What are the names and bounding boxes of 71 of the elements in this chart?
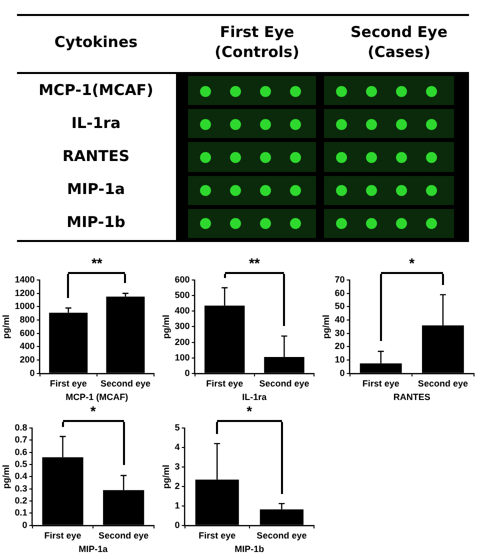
- x-tick-label: First eye: [362, 378, 400, 388]
- y-axis-title: pg/ml: [160, 314, 171, 339]
- y-tick-label: 0: [22, 520, 28, 530]
- y-tick-label: 50: [334, 301, 345, 312]
- y-tick-label: 1400: [14, 274, 35, 284]
- text: **: [248, 255, 261, 271]
- y-axis-title: pg/ml: [0, 314, 11, 339]
- y-tick-label: 600: [20, 328, 35, 338]
- text: First Eye (Controls): [214, 22, 300, 62]
- y-tick-label: 1000: [14, 301, 35, 312]
- x-tick-label: First eye: [44, 530, 82, 540]
- y-tick-label: 0: [340, 368, 345, 378]
- text: MIP-1a: [66, 180, 126, 198]
- y-axis-title: pg/ml: [0, 464, 11, 489]
- y-tick-label: 70: [334, 274, 345, 284]
- y-tick-label: 30: [334, 328, 345, 338]
- y-tick-label: 1200: [14, 288, 35, 298]
- y-tick-label: 5: [174, 422, 180, 432]
- text: RANTES: [62, 147, 130, 165]
- y-tick-label: 0.1: [14, 508, 28, 518]
- y-tick-label: 100: [174, 352, 190, 362]
- y-tick-label: 2: [174, 480, 180, 491]
- text: *: [246, 403, 254, 419]
- y-axis-title: pg/ml: [160, 464, 171, 489]
- x-axis-title: MIP-1a: [78, 544, 109, 554]
- y-tick-label: 10: [334, 354, 345, 365]
- y-tick-label: 3: [174, 461, 180, 472]
- x-axis-title: MIP-1b: [234, 544, 265, 554]
- y-tick-label: 0.5: [14, 459, 28, 470]
- y-tick-label: 0.3: [14, 483, 28, 494]
- y-tick-label: 40: [334, 314, 345, 325]
- y-tick-label: 0: [30, 368, 35, 378]
- y-tick-label: 300: [174, 321, 190, 332]
- x-tick-label: Second eye: [259, 378, 310, 388]
- y-tick-label: 0.6: [14, 446, 28, 457]
- y-tick-label: 20: [334, 341, 345, 352]
- y-tick-label: 0.7: [14, 434, 28, 445]
- x-axis-title: IL-1ra: [242, 392, 268, 402]
- text: **: [90, 255, 104, 271]
- y-tick-label: 0.2: [14, 496, 28, 506]
- text: IL-1ra: [70, 114, 122, 132]
- y-tick-label: 60: [334, 288, 345, 298]
- y-tick-label: 0: [174, 520, 180, 530]
- text: Second Eye (Cases): [349, 22, 448, 62]
- y-axis-title: pg/ml: [320, 314, 331, 339]
- y-tick-label: 800: [20, 314, 35, 325]
- y-tick-label: 4: [174, 442, 180, 452]
- y-tick-label: 600: [174, 274, 190, 284]
- y-tick-label: 0.4: [14, 471, 28, 482]
- x-tick-label: Second eye: [418, 378, 468, 388]
- x-tick-label: First eye: [198, 530, 236, 540]
- x-tick-label: Second eye: [98, 530, 149, 540]
- x-tick-label: Second eye: [256, 530, 307, 540]
- x-axis-title: MCP-1 (MCAF): [66, 392, 128, 402]
- text: MIP-1b: [66, 213, 126, 232]
- y-tick-label: 400: [20, 341, 35, 352]
- y-tick-label: 200: [20, 354, 35, 365]
- y-tick-label: 400: [174, 306, 190, 316]
- y-tick-label: 0.8: [14, 422, 28, 432]
- x-axis-title: RANTES: [393, 392, 430, 402]
- text: *: [408, 255, 416, 271]
- text: MCP-1(MCAF): [38, 80, 154, 99]
- y-tick-label: 200: [174, 336, 190, 347]
- text: *: [89, 403, 97, 419]
- y-tick-label: 500: [174, 290, 190, 300]
- x-tick-label: First eye: [50, 378, 87, 388]
- text: Cytokines: [53, 32, 139, 52]
- x-tick-label: Second eye: [100, 378, 150, 388]
- y-tick-label: 1: [174, 500, 180, 510]
- x-tick-label: First eye: [206, 378, 244, 388]
- y-tick-label: 0: [184, 368, 190, 378]
